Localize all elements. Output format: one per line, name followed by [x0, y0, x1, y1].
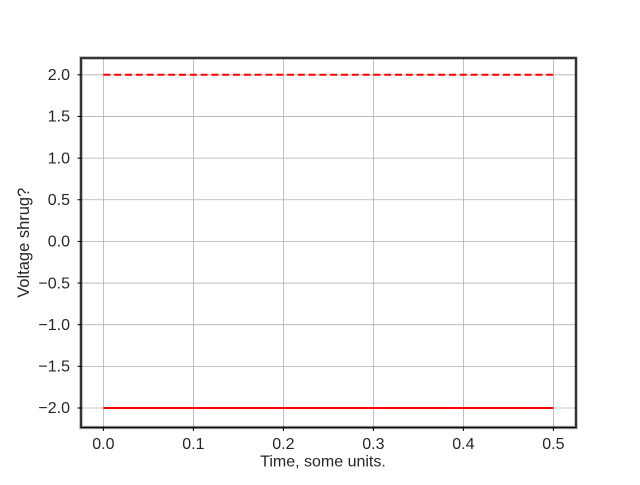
svg-text:−2.0: −2.0: [38, 400, 70, 417]
svg-text:−1.0: −1.0: [38, 317, 70, 334]
svg-text:1.0: 1.0: [48, 150, 70, 167]
svg-text:0.0: 0.0: [92, 436, 114, 453]
svg-text:2.0: 2.0: [48, 67, 70, 84]
svg-text:0.2: 0.2: [272, 436, 294, 453]
svg-text:1.5: 1.5: [48, 109, 70, 126]
svg-text:0.4: 0.4: [452, 436, 474, 453]
svg-text:0.3: 0.3: [362, 436, 384, 453]
svg-text:−1.5: −1.5: [38, 359, 70, 376]
svg-text:−0.5: −0.5: [38, 275, 70, 292]
svg-text:0.1: 0.1: [182, 436, 204, 453]
svg-text:0.0: 0.0: [48, 234, 70, 251]
svg-text:Time, some units.: Time, some units.: [260, 454, 386, 471]
svg-text:Voltage shrug?: Voltage shrug?: [15, 188, 33, 298]
svg-text:0.5: 0.5: [48, 192, 70, 209]
svg-text:0.5: 0.5: [542, 436, 564, 453]
